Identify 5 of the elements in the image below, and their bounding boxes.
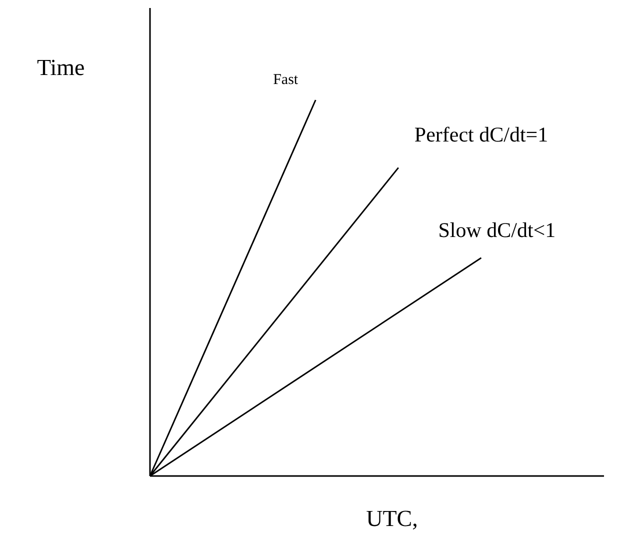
series-label: Slow dC/dt<1 <box>438 218 556 242</box>
series-label: Perfect dC/dt=1 <box>414 122 548 147</box>
series-label: Fast <box>273 72 299 88</box>
y-axis-title: Time <box>37 55 85 80</box>
x-axis-title: UTC, <box>366 506 418 531</box>
